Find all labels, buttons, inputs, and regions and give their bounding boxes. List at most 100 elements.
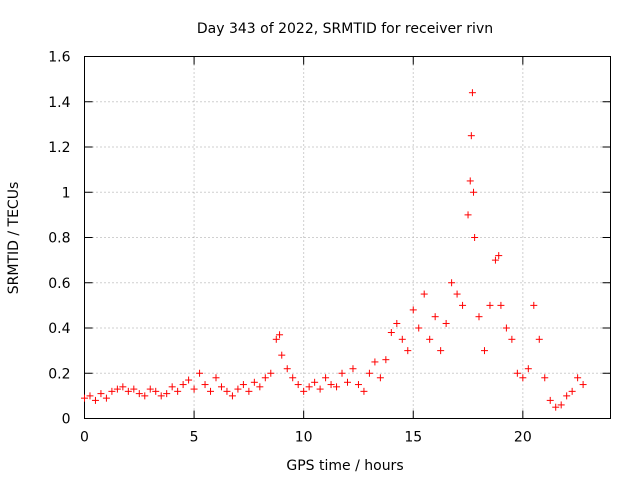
data-point bbox=[466, 177, 474, 185]
data-point bbox=[471, 234, 479, 241]
chart-title: Day 343 of 2022, SRMTID for receiver riv… bbox=[197, 21, 493, 37]
y-tick-label: 0.2 bbox=[48, 366, 70, 382]
data-point bbox=[283, 365, 291, 373]
x-tick-label: 15 bbox=[404, 430, 422, 446]
data-point bbox=[113, 385, 121, 393]
y-tick-label: 0 bbox=[62, 412, 71, 428]
data-point bbox=[382, 356, 390, 364]
data-point bbox=[360, 387, 368, 395]
data-point bbox=[179, 381, 187, 389]
x-tick-label: 20 bbox=[514, 430, 532, 446]
data-point bbox=[157, 392, 165, 400]
data-point bbox=[185, 376, 193, 384]
data-point bbox=[524, 365, 532, 373]
data-point bbox=[300, 387, 308, 395]
data-point bbox=[552, 403, 560, 411]
data-point bbox=[480, 347, 488, 355]
data-point bbox=[497, 301, 505, 309]
data-point bbox=[442, 319, 450, 327]
data-point bbox=[404, 347, 412, 355]
data-point bbox=[316, 385, 324, 393]
data-point bbox=[81, 394, 88, 402]
data-point bbox=[387, 329, 395, 337]
data-point bbox=[276, 331, 284, 339]
data-point bbox=[327, 381, 335, 389]
data-point bbox=[376, 374, 384, 382]
data-point bbox=[146, 385, 154, 393]
data-point bbox=[365, 369, 373, 377]
data-point bbox=[344, 378, 351, 386]
data-point bbox=[322, 374, 330, 382]
data-point bbox=[267, 369, 275, 377]
data-point bbox=[393, 319, 401, 327]
data-point bbox=[349, 365, 357, 373]
data-point bbox=[426, 335, 434, 343]
data-point bbox=[491, 256, 499, 264]
y-tick-label: 0.6 bbox=[48, 276, 70, 292]
data-point bbox=[459, 301, 467, 309]
data-point bbox=[228, 392, 236, 400]
data-point bbox=[535, 335, 543, 343]
data-point bbox=[174, 387, 182, 395]
data-point bbox=[289, 374, 297, 382]
x-axis-label: GPS time / hours bbox=[286, 458, 403, 474]
data-point bbox=[557, 401, 565, 409]
data-point bbox=[278, 351, 286, 359]
data-point bbox=[97, 390, 105, 398]
data-point bbox=[546, 396, 554, 404]
x-tick-label: 0 bbox=[80, 430, 89, 446]
x-tick-label: 5 bbox=[190, 430, 199, 446]
data-point bbox=[196, 369, 204, 377]
data-point bbox=[163, 390, 171, 398]
data-point bbox=[464, 211, 472, 219]
data-point bbox=[475, 313, 483, 321]
data-point bbox=[508, 335, 516, 343]
data-point bbox=[398, 335, 406, 343]
data-point bbox=[467, 132, 475, 140]
y-tick-label: 0.8 bbox=[48, 231, 70, 247]
data-point bbox=[272, 335, 280, 343]
data-point bbox=[168, 383, 176, 391]
gridlines bbox=[84, 56, 611, 419]
data-point bbox=[470, 188, 478, 196]
data-point bbox=[239, 381, 247, 389]
data-point bbox=[212, 374, 220, 382]
data-point bbox=[261, 374, 269, 382]
data-point bbox=[541, 374, 549, 382]
data-point bbox=[108, 387, 116, 395]
y-axis-label: SRMTID / TECUs bbox=[6, 182, 22, 295]
data-point bbox=[513, 369, 521, 377]
data-point bbox=[102, 394, 110, 402]
data-point bbox=[453, 290, 461, 298]
data-point bbox=[217, 383, 225, 391]
y-tick-label: 0.4 bbox=[48, 321, 70, 337]
data-point bbox=[437, 347, 445, 355]
data-point bbox=[563, 392, 571, 400]
data-point bbox=[431, 313, 439, 321]
data-point bbox=[371, 358, 379, 366]
data-point bbox=[250, 378, 258, 386]
axis-ticks: 0 0.2 0.4 0.6 0.8 1 1.2 1.4 1.6 0 5 10 15 20 bbox=[48, 50, 611, 446]
y-tick-label: 1 bbox=[62, 185, 71, 201]
data-point bbox=[333, 383, 341, 391]
data-points bbox=[81, 89, 587, 411]
data-point bbox=[486, 301, 494, 309]
data-point bbox=[91, 396, 99, 404]
data-point bbox=[420, 290, 428, 298]
data-point bbox=[135, 390, 143, 398]
y-tick-label: 1.2 bbox=[48, 140, 70, 156]
data-point bbox=[468, 89, 476, 97]
data-point bbox=[305, 383, 313, 391]
y-tick-label: 1.6 bbox=[48, 50, 70, 66]
data-point bbox=[495, 252, 503, 260]
data-point bbox=[190, 385, 198, 393]
data-point bbox=[579, 381, 587, 389]
x-tick-label: 10 bbox=[295, 430, 313, 446]
data-point bbox=[409, 306, 417, 314]
data-point bbox=[119, 383, 127, 391]
data-point bbox=[294, 381, 302, 389]
data-point bbox=[574, 374, 582, 382]
data-point bbox=[234, 385, 242, 393]
data-point bbox=[530, 301, 538, 309]
data-point bbox=[86, 392, 94, 400]
